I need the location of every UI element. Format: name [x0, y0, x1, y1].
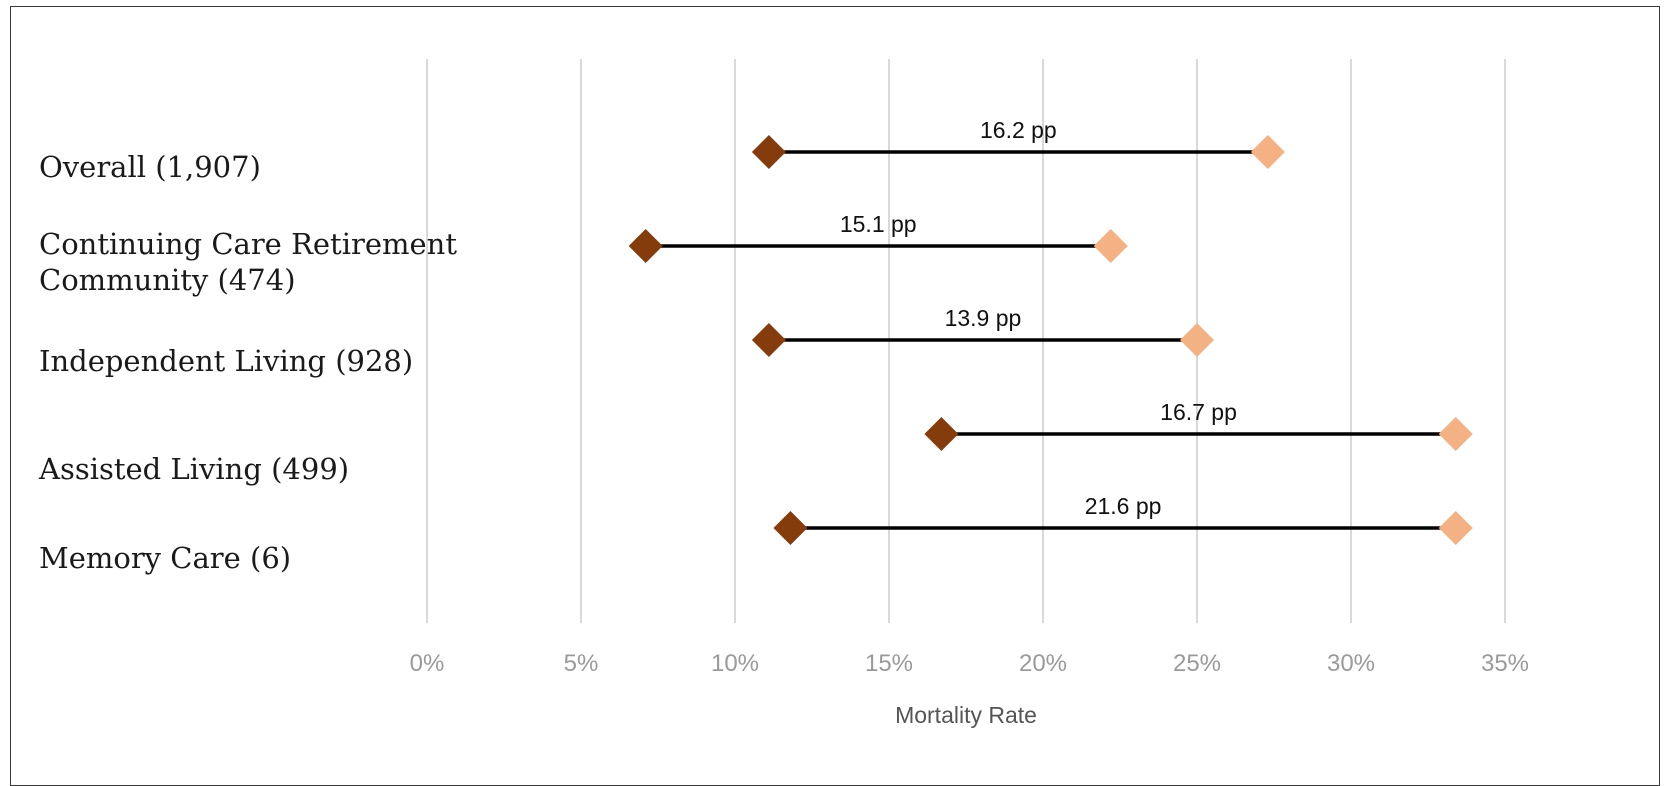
low-marker	[751, 323, 786, 357]
x-tick-label: 25%	[1173, 650, 1221, 677]
category-label-line: Memory Care (6)	[39, 541, 291, 575]
high-marker	[1250, 135, 1285, 169]
x-tick-label: 10%	[711, 650, 759, 677]
x-tick-label: 20%	[1019, 650, 1067, 677]
difference-label: 16.2 pp	[980, 117, 1057, 143]
low-marker	[773, 511, 808, 545]
category-label-line: Overall (1,907)	[39, 150, 261, 184]
x-tick-labels: 0% 5% 10% 15% 20% 25% 30% 35%	[410, 650, 1529, 677]
high-marker	[1093, 229, 1128, 263]
range-lines	[645, 150, 1456, 530]
x-axis-title: Mortality Rate	[895, 702, 1037, 728]
x-tick-label: 35%	[1481, 650, 1529, 677]
high-marker	[1180, 323, 1214, 357]
category-label: Overall (1,907)	[39, 150, 261, 184]
x-tick-label: 30%	[1327, 650, 1375, 677]
category-label: Continuing Care Retirement Community (474…	[39, 227, 457, 297]
difference-label: 16.7 pp	[1160, 399, 1237, 425]
high-marker	[1438, 417, 1473, 451]
category-label: Memory Care (6)	[39, 541, 291, 575]
difference-label: 13.9 pp	[945, 305, 1022, 331]
x-tick-label: 15%	[865, 650, 913, 677]
category-labels: Overall (1,907) Continuing Care Retiremen…	[38, 150, 457, 575]
difference-label: 21.6 pp	[1085, 493, 1162, 519]
high-marker	[1438, 511, 1473, 545]
category-label-line: Continuing Care Retirement	[39, 227, 457, 261]
markers	[628, 135, 1473, 545]
difference-label: 15.1 pp	[840, 211, 917, 237]
dumbbell-chart: 16.2 pp 15.1 pp 13.9 pp 16.7 pp 21.6 pp Over…	[38, 59, 1529, 728]
category-label: Assisted Living (499)	[38, 452, 349, 486]
x-tick-label: 0%	[410, 650, 445, 677]
category-label-line: Assisted Living (499)	[38, 452, 349, 486]
x-tick-label: 5%	[564, 650, 599, 677]
low-marker	[751, 135, 786, 169]
category-label-line: Community (474)	[39, 263, 296, 297]
difference-labels: 16.2 pp 15.1 pp 13.9 pp 16.7 pp 21.6 pp	[840, 117, 1237, 519]
chart-frame: 16.2 pp 15.1 pp 13.9 pp 16.7 pp 21.6 pp Over…	[10, 6, 1660, 786]
category-label-line: Independent Living (928)	[39, 344, 413, 378]
category-label: Independent Living (928)	[39, 344, 413, 378]
low-marker	[924, 417, 959, 451]
low-marker	[628, 229, 663, 263]
